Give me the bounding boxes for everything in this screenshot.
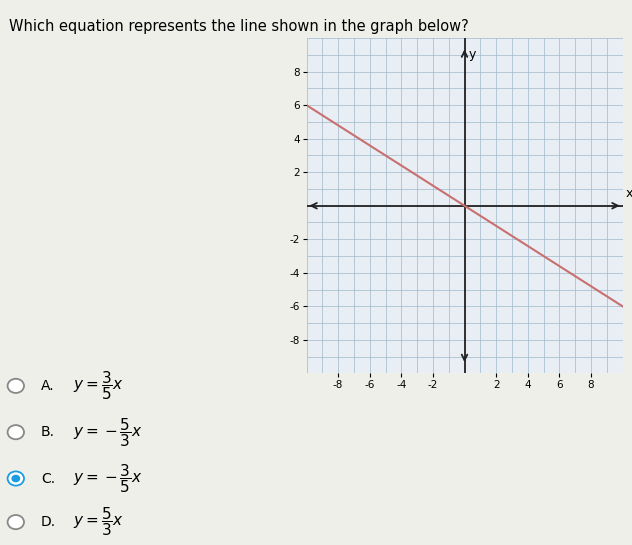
Text: $y = -\dfrac{3}{5}x$: $y = -\dfrac{3}{5}x$	[73, 462, 142, 495]
Text: y: y	[468, 48, 476, 61]
Text: $y = \dfrac{3}{5}x$: $y = \dfrac{3}{5}x$	[73, 370, 124, 402]
Text: x: x	[626, 187, 632, 200]
Text: $y = \dfrac{5}{3}x$: $y = \dfrac{5}{3}x$	[73, 506, 124, 538]
Text: A.: A.	[41, 379, 55, 393]
Text: D.: D.	[41, 515, 56, 529]
Text: Which equation represents the line shown in the graph below?: Which equation represents the line shown…	[9, 19, 469, 34]
Text: B.: B.	[41, 425, 55, 439]
Text: $y = -\dfrac{5}{3}x$: $y = -\dfrac{5}{3}x$	[73, 416, 142, 449]
Text: C.: C.	[41, 471, 55, 486]
